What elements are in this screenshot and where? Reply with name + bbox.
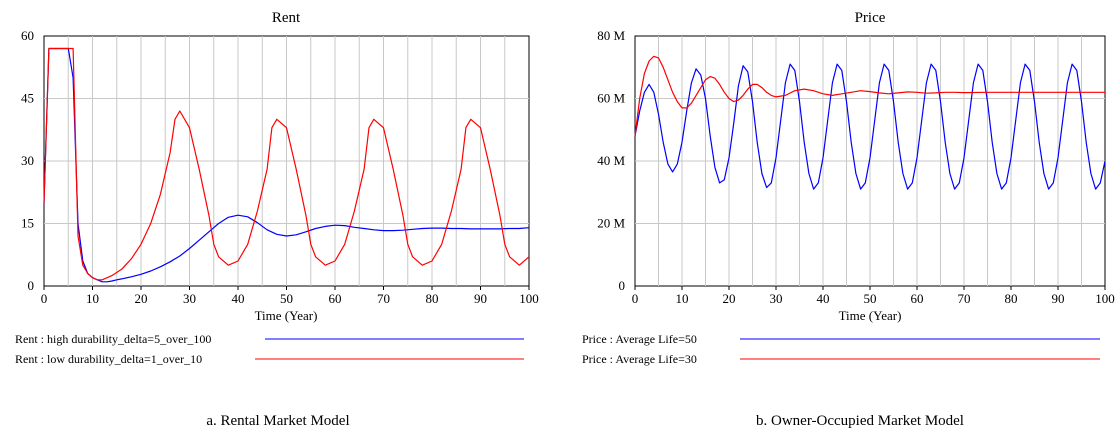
price-x-tick-label: 100	[1095, 291, 1115, 306]
price-x-tick-label: 80	[1005, 291, 1018, 306]
price-x-tick-label: 70	[958, 291, 971, 306]
rent-x-axis: 0 10 20 30 40 50 60 70 80 90 100	[41, 286, 539, 306]
price-x-tick-label: 60	[911, 291, 924, 306]
rent-legend: Rent : high durability_delta=5_over_100 …	[15, 332, 524, 366]
price-y-tick-label: 0	[619, 278, 626, 293]
rent-legend-label-high: Rent : high durability_delta=5_over_100	[15, 332, 211, 346]
price-x-tick-label: 50	[864, 291, 877, 306]
rent-legend-label-low: Rent : low durability_delta=1_over_10	[15, 352, 202, 366]
price-x-tick-label: 10	[676, 291, 689, 306]
price-chart: Price 0 20 M 40 M 60 M 80 M 0 10 20 30 40 50 60 70 8…	[582, 10, 1115, 429]
price-legend-label-life30: Price : Average Life=30	[582, 352, 697, 366]
price-legend-label-life50: Price : Average Life=50	[582, 332, 697, 346]
rent-y-tick-label: 0	[28, 278, 35, 293]
rent-x-tick-label: 50	[280, 291, 293, 306]
price-x-tick-label: 0	[632, 291, 639, 306]
price-x-axis-label: Time (Year)	[839, 308, 902, 323]
rent-x-tick-label: 20	[135, 291, 148, 306]
price-x-tick-label: 30	[770, 291, 783, 306]
rent-y-tick-label: 15	[21, 216, 34, 231]
rent-y-tick-label: 60	[21, 28, 34, 43]
rent-y-axis: 0 15 30 45 60	[21, 28, 34, 293]
price-legend: Price : Average Life=50 Price : Average …	[582, 332, 1100, 366]
rent-x-axis-label: Time (Year)	[255, 308, 318, 323]
rent-x-tick-label: 70	[377, 291, 390, 306]
price-x-tick-label: 40	[817, 291, 830, 306]
rent-x-tick-label: 90	[474, 291, 487, 306]
price-x-tick-label: 20	[723, 291, 736, 306]
rent-y-tick-label: 30	[21, 153, 34, 168]
price-caption: b. Owner-Occupied Market Model	[756, 413, 964, 429]
rent-x-tick-label: 10	[86, 291, 99, 306]
rent-x-tick-label: 30	[183, 291, 196, 306]
price-y-tick-label: 60 M	[597, 91, 625, 106]
rent-caption: a. Rental Market Model	[206, 413, 349, 429]
rent-chart: Rent 0 15 30 45 60 0 10 20 30 40 50 60 70 80 90 100 Ti…	[15, 10, 539, 429]
price-y-tick-label: 80 M	[597, 28, 625, 43]
rent-x-tick-label: 80	[426, 291, 439, 306]
price-x-tick-label: 90	[1052, 291, 1065, 306]
price-title: Price	[855, 10, 886, 26]
rent-x-tick-label: 0	[41, 291, 48, 306]
rent-y-tick-label: 45	[21, 91, 34, 106]
rent-x-tick-label: 60	[329, 291, 342, 306]
price-x-axis: 0 10 20 30 40 50 60 70 80 90 100	[632, 286, 1115, 306]
rent-gridlines	[44, 36, 529, 286]
rent-x-tick-label: 40	[232, 291, 245, 306]
rent-x-tick-label: 100	[519, 291, 539, 306]
price-y-tick-label: 40 M	[597, 153, 625, 168]
rent-title: Rent	[272, 10, 301, 26]
price-y-tick-label: 20 M	[597, 216, 625, 231]
price-y-axis: 0 20 M 40 M 60 M 80 M	[597, 28, 625, 293]
